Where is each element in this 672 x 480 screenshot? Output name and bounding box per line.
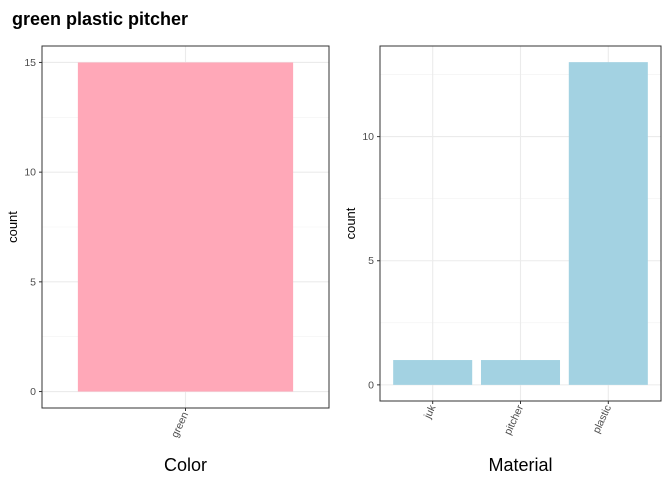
chart-panel-color: 0 5 10 15 green Color count bbox=[5, 45, 330, 475]
y-tick-label: 5 bbox=[30, 276, 36, 288]
y-tick-label: 15 bbox=[24, 57, 36, 69]
bar-pitcher bbox=[480, 360, 561, 385]
x-axis-title: Color bbox=[164, 455, 207, 475]
x-axis-title: Material bbox=[488, 455, 552, 475]
x-tick-label: juk bbox=[421, 403, 438, 422]
page-title: green plastic pitcher bbox=[12, 9, 189, 29]
x-tick-label: green bbox=[169, 410, 191, 440]
y-tick-label: 10 bbox=[362, 131, 374, 143]
x-tick-label: pitcher bbox=[502, 403, 526, 437]
y-axis-title: count bbox=[5, 211, 20, 243]
bar-juk bbox=[393, 360, 473, 385]
y-axis-title: count bbox=[343, 207, 358, 239]
y-tick-label: 10 bbox=[24, 167, 36, 179]
chart-panel-material: 0 5 10 juk pitcher plastic Material count bbox=[343, 45, 662, 475]
x-tick-label: plastic bbox=[591, 403, 614, 435]
y-tick-label: 0 bbox=[368, 379, 374, 391]
bar-green bbox=[77, 62, 294, 392]
y-tick-label: 0 bbox=[30, 386, 36, 398]
bar-plastic bbox=[568, 62, 648, 385]
y-tick-label: 5 bbox=[368, 255, 374, 267]
